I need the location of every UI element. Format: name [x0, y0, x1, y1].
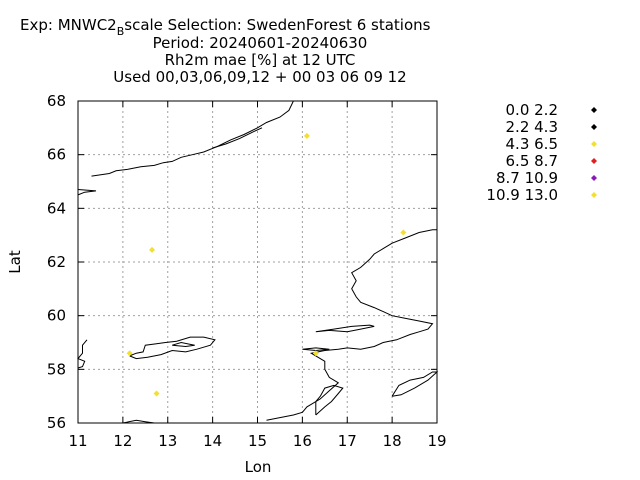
- y-tick-label: 56: [47, 414, 66, 432]
- data-points: [126, 132, 407, 397]
- x-tick-label: 15: [248, 432, 267, 450]
- legend-label: 0.0 2.2: [506, 101, 558, 119]
- y-tick-label: 58: [47, 360, 66, 378]
- x-tick-label: 18: [383, 432, 402, 450]
- coastline-segment: [77, 189, 97, 196]
- coastline-segment: [391, 371, 439, 397]
- chart-header-line4: Used 00,03,06,09,12 + 00 03 06 09 12: [113, 68, 406, 86]
- coastline-segment: [91, 100, 294, 177]
- axis-ticks: 11 12 13 14 15 16 17 18 19 56 58 60 62 64 66 68: [47, 92, 447, 450]
- x-tick-label: 11: [68, 432, 87, 450]
- y-axis-label: Lat: [6, 250, 24, 274]
- station-point: [303, 132, 310, 139]
- y-tick-label: 60: [47, 307, 66, 325]
- station-point: [126, 350, 133, 357]
- header-exp-subscript: B: [117, 25, 125, 38]
- x-axis-label: Lon: [245, 458, 272, 476]
- legend: 0.0 2.22.2 4.34.3 6.56.5 8.78.7 10.910.9…: [486, 101, 597, 204]
- coastline: [77, 100, 439, 424]
- y-tick-label: 66: [47, 146, 66, 164]
- chart-header-line3: Rh2m mae [%] at 12 UTC: [165, 51, 356, 69]
- legend-marker: [591, 124, 597, 130]
- y-tick-label: 68: [47, 92, 66, 110]
- header-selection: scale Selection: SwedenForest 6 stations: [124, 16, 430, 34]
- coastline-segment: [122, 419, 155, 424]
- legend-label: 6.5 8.7: [506, 152, 558, 170]
- coastline-segment: [129, 336, 216, 360]
- legend-marker: [591, 175, 597, 181]
- legend-marker: [591, 192, 597, 198]
- x-tick-label: 12: [113, 432, 132, 450]
- chart-header-line2: Period: 20240601-20240630: [153, 34, 368, 52]
- header-exp: Exp: MNWC2: [20, 16, 117, 34]
- legend-marker: [591, 107, 597, 113]
- x-tick-label: 13: [158, 432, 177, 450]
- grid: [78, 101, 437, 423]
- legend-label: 2.2 4.3: [506, 118, 558, 136]
- x-tick-label: 19: [427, 432, 446, 450]
- chart-header-line1: Exp: MNWC2Bscale Selection: SwedenForest…: [20, 16, 431, 38]
- legend-label: 8.7 10.9: [496, 169, 558, 187]
- x-tick-label: 14: [203, 432, 222, 450]
- y-tick-label: 64: [47, 199, 66, 217]
- legend-label: 4.3 6.5: [506, 135, 558, 153]
- coastline-segment: [266, 229, 437, 421]
- coastline-segment: [172, 341, 195, 348]
- legend-label: 10.9 13.0: [486, 186, 558, 204]
- station-point: [149, 246, 156, 253]
- x-tick-label: 16: [293, 432, 312, 450]
- legend-marker: [591, 141, 597, 147]
- coastline-segment: [315, 384, 344, 416]
- coastline-segment: [212, 127, 263, 149]
- coastline-segment: [302, 347, 330, 352]
- station-point: [312, 350, 319, 357]
- x-tick-label: 17: [338, 432, 357, 450]
- station-point: [153, 390, 160, 397]
- coastline-segment: [77, 339, 88, 369]
- station-point: [400, 229, 407, 236]
- y-tick-label: 62: [47, 253, 66, 271]
- coastline-segment: [315, 324, 375, 333]
- legend-marker: [591, 158, 597, 164]
